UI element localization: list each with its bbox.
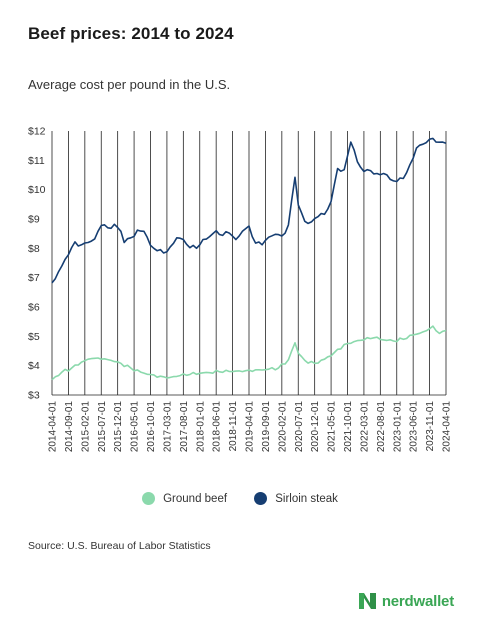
y-tick-label: $12	[28, 126, 46, 138]
y-tick-label: $3	[28, 390, 40, 402]
y-tick-label: $7	[28, 272, 40, 284]
x-tick-label: 2020-12-01	[310, 401, 321, 453]
x-tick-label: 2022-03-01	[359, 401, 370, 453]
legend: Ground beef Sirloin steak	[0, 492, 480, 508]
legend-item-sirloin-steak: Sirloin steak	[254, 492, 338, 505]
series-line-sirloin-steak	[51, 137, 447, 284]
y-tick-label: $8	[28, 243, 40, 255]
x-tick-label: 2017-08-01	[179, 401, 190, 453]
legend-label-sirloin-steak: Sirloin steak	[275, 492, 338, 505]
x-tick-label: 2023-01-01	[392, 401, 403, 453]
x-tick-label: 2017-03-01	[162, 401, 173, 453]
grid-lines	[51, 131, 447, 396]
legend-label-ground-beef: Ground beef	[163, 492, 228, 505]
x-tick-label: 2018-01-01	[195, 401, 206, 453]
y-tick-label: $6	[28, 302, 40, 314]
y-tick-label: $5	[28, 331, 40, 343]
legend-marker-sirloin-steak	[254, 492, 268, 505]
x-axis: 2014-04-01 2014-09-01 2015-02-01 2015-07-01…	[48, 401, 453, 453]
y-tick-label: $10	[28, 184, 46, 196]
x-tick-label: 2015-12-01	[113, 401, 124, 453]
y-tick-label: $9	[28, 214, 40, 226]
y-tick-label: $11	[28, 155, 45, 167]
x-tick-label: 2020-02-01	[277, 401, 288, 453]
x-tick-label: 2020-07-01	[294, 401, 305, 453]
brand-name: nerdwallet	[381, 592, 454, 610]
source-note: Source: U.S. Bureau of Labor Statistics	[28, 540, 211, 552]
nerdwallet-logo-icon	[358, 593, 376, 609]
x-tick-label: 2021-05-01	[327, 401, 338, 453]
x-tick-label: 2016-05-01	[130, 401, 141, 453]
x-tick-label: 2014-04-01	[48, 401, 59, 453]
brand-logo[interactable]: nerdwallet	[358, 591, 454, 611]
x-tick-label: 2018-11-01	[228, 401, 239, 452]
y-axis: $3 $4 $5 $6 $7 $8 $9 $10 $11 $12	[28, 126, 46, 402]
x-tick-label: 2019-09-01	[261, 401, 272, 453]
x-tick-label: 2021-10-01	[343, 401, 354, 453]
x-tick-label: 2018-06-01	[212, 401, 223, 453]
x-tick-label: 2023-06-01	[409, 401, 420, 453]
legend-marker-ground-beef	[142, 492, 156, 505]
line-chart: $3$4$5$6$7$8$9$10$11$12 2014-04-01 2014-0…	[28, 126, 453, 453]
legend-item-ground-beef: Ground beef	[142, 492, 227, 505]
x-tick-label: 2023-11-01	[425, 401, 436, 452]
chart-title: Beef prices: 2014 to 2024	[28, 24, 234, 43]
y-tick-label: $4	[28, 360, 40, 372]
x-tick-label: 2015-07-01	[97, 401, 108, 453]
series-line-ground-beef	[51, 325, 447, 381]
x-tick-label: 2016-10-01	[146, 401, 157, 453]
x-tick-label: 2014-09-01	[64, 401, 75, 453]
series-lines	[51, 137, 447, 381]
x-tick-label: 2015-02-01	[80, 401, 91, 453]
x-tick-label: 2024-04-01	[442, 401, 453, 453]
x-tick-label: 2022-08-01	[376, 401, 387, 453]
x-tick-label: 2019-04-01	[245, 401, 256, 453]
chart-subtitle: Average cost per pound in the U.S.	[28, 77, 231, 92]
